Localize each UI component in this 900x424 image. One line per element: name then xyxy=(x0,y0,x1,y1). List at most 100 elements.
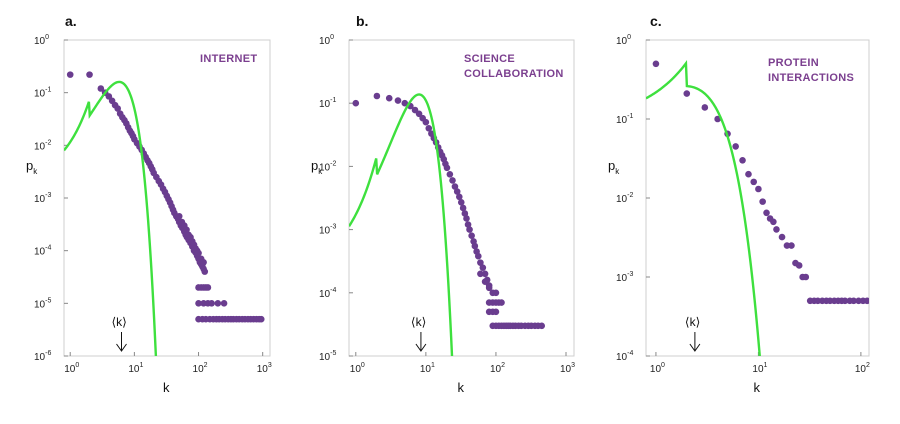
data-point xyxy=(257,315,265,323)
mean-degree-arrowhead xyxy=(415,343,427,352)
data-point xyxy=(208,300,215,307)
x-tick-label: 102 xyxy=(855,362,870,375)
plot-area xyxy=(64,71,265,356)
y-axis-label: pk xyxy=(608,158,620,176)
plot-area xyxy=(349,92,546,356)
y-axis-label: pk xyxy=(311,158,323,176)
data-point xyxy=(788,242,795,249)
data-point xyxy=(652,60,660,68)
data-point xyxy=(466,226,473,233)
data-point xyxy=(66,71,74,78)
data-point xyxy=(683,90,691,97)
x-tick-label: 101 xyxy=(128,362,143,375)
mean-degree-label: ⟨k⟩ xyxy=(112,315,127,329)
y-tick-label: 10-2 xyxy=(616,192,633,205)
data-point xyxy=(401,99,409,107)
data-point xyxy=(477,270,484,278)
poisson-fit-curve xyxy=(349,93,454,356)
panel-letter: b. xyxy=(356,13,368,29)
x-axis-label: k xyxy=(163,380,170,395)
x-tick-label: 103 xyxy=(560,362,575,375)
data-point xyxy=(802,273,810,281)
x-tick-label: 103 xyxy=(257,362,272,375)
data-point xyxy=(492,308,500,316)
y-tick-label: 10-4 xyxy=(34,245,51,258)
data-point xyxy=(850,297,857,305)
data-point xyxy=(97,85,105,92)
data-point xyxy=(481,270,489,278)
data-point xyxy=(498,299,505,306)
panel-letter: a. xyxy=(65,13,77,29)
x-tick-label: 101 xyxy=(752,362,767,375)
chart-panel-3: c. PROTEIN INTERACTIONS 100 101 102 100 10-1 10-… xyxy=(608,13,870,395)
y-axis-label: pk xyxy=(26,158,38,176)
y-tick-label: 10-5 xyxy=(319,350,336,363)
mean-degree-label: ⟨k⟩ xyxy=(685,315,700,329)
data-point xyxy=(770,218,777,226)
data-point xyxy=(86,71,93,78)
data-point xyxy=(464,221,472,228)
dataset-label: SCIENCE xyxy=(464,53,515,65)
y-tick-label: 10-3 xyxy=(319,224,336,237)
data-point xyxy=(755,185,762,193)
data-point xyxy=(763,209,770,217)
data-point xyxy=(175,212,183,220)
data-point xyxy=(459,204,467,212)
panel-letter: c. xyxy=(650,13,662,29)
x-axis-label: k xyxy=(458,380,465,395)
data-point xyxy=(204,284,212,291)
data-point xyxy=(373,92,381,100)
data-point xyxy=(425,125,433,132)
data-point xyxy=(352,99,360,107)
data-point xyxy=(461,210,469,217)
data-point xyxy=(422,118,430,126)
data-point xyxy=(773,226,780,233)
data-point xyxy=(463,215,470,222)
y-tick-label: 10-2 xyxy=(319,160,336,173)
data-point xyxy=(739,157,746,164)
y-tick-label: 10-5 xyxy=(34,297,51,310)
dataset-label: INTERACTIONS xyxy=(768,72,854,84)
data-point xyxy=(453,188,461,195)
x-tick-label: 100 xyxy=(350,362,365,375)
data-point xyxy=(195,249,202,257)
chart-panel-1: a. INTERNET 100 101 102 103 100 10-1 10-2 10-3 10-… xyxy=(26,13,272,395)
data-point xyxy=(201,268,209,275)
data-point xyxy=(195,300,202,307)
x-tick-label: 100 xyxy=(650,362,665,375)
y-tick-label: 10-1 xyxy=(319,97,336,110)
poisson-fit-curve xyxy=(646,59,761,356)
dataset-label: PROTEIN xyxy=(768,57,819,69)
data-point xyxy=(455,193,463,201)
poisson-fit-curve xyxy=(64,80,158,356)
plot-frame xyxy=(645,39,870,357)
x-tick-label: 102 xyxy=(490,362,505,375)
data-point xyxy=(200,259,207,266)
plot-frame xyxy=(348,39,575,357)
y-tick-label: 10-3 xyxy=(616,271,633,284)
y-tick-label: 10-1 xyxy=(34,87,51,100)
x-tick-label: 102 xyxy=(193,362,208,375)
data-point xyxy=(778,233,786,241)
data-point xyxy=(732,143,739,150)
dataset-label: COLLABORATION xyxy=(464,68,564,80)
plot-area xyxy=(646,59,869,356)
data-point xyxy=(795,262,803,269)
data-point xyxy=(394,97,402,104)
y-tick-label: 10-3 xyxy=(34,192,51,205)
x-tick-label: 100 xyxy=(64,362,79,375)
mean-degree-arrowhead xyxy=(689,343,701,352)
x-axis-label: k xyxy=(754,380,761,395)
data-point xyxy=(443,164,451,172)
data-point xyxy=(863,297,869,305)
y-tick-label: 100 xyxy=(34,34,49,47)
data-point xyxy=(468,232,475,240)
data-point xyxy=(415,110,423,118)
data-point xyxy=(471,242,479,250)
data-point xyxy=(385,94,393,102)
mean-degree-label: ⟨k⟩ xyxy=(411,315,426,329)
data-point xyxy=(451,183,459,190)
data-point xyxy=(479,264,487,271)
data-point xyxy=(485,284,493,292)
